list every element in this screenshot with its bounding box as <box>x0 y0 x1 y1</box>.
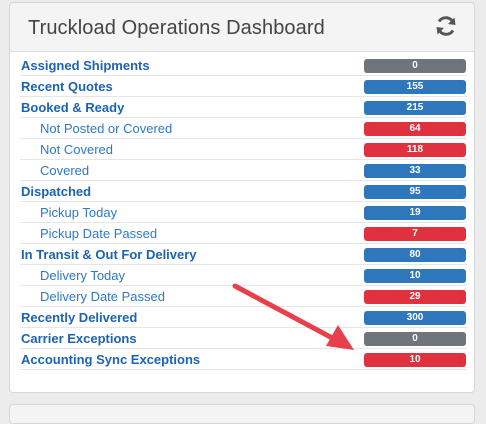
status-link[interactable]: Booked & Ready <box>21 100 125 115</box>
list-item[interactable]: Booked & Ready 215 <box>20 97 467 118</box>
count-badge[interactable]: 29 <box>364 290 466 304</box>
status-link[interactable]: Recent Quotes <box>21 79 113 94</box>
status-link[interactable]: In Transit & Out For Delivery <box>21 247 197 262</box>
count-badge[interactable]: 155 <box>364 80 466 94</box>
list-item[interactable]: Not Covered 118 <box>20 139 467 160</box>
panel-header: Truckload Operations Dashboard <box>10 3 474 52</box>
list-item[interactable]: In Transit & Out For Delivery 80 <box>20 244 467 265</box>
status-link[interactable]: Not Covered <box>40 142 113 157</box>
status-link[interactable]: Carrier Exceptions <box>21 331 137 346</box>
count-badge[interactable]: 80 <box>364 248 466 262</box>
count-badge[interactable]: 0 <box>364 59 466 73</box>
list-item[interactable]: Carrier Exceptions 0 <box>20 328 467 349</box>
count-badge[interactable]: 64 <box>364 122 466 136</box>
status-link[interactable]: Recently Delivered <box>21 310 138 325</box>
status-link[interactable]: Delivery Date Passed <box>40 289 165 304</box>
count-badge[interactable]: 19 <box>364 206 466 220</box>
list-item[interactable]: Covered 33 <box>20 160 467 181</box>
count-badge[interactable]: 10 <box>364 269 466 283</box>
count-badge[interactable]: 33 <box>364 164 466 178</box>
status-link[interactable]: Delivery Today <box>40 268 126 283</box>
count-badge[interactable]: 95 <box>364 185 466 199</box>
page-title: Truckload Operations Dashboard <box>28 17 325 39</box>
count-badge[interactable]: 300 <box>364 311 466 325</box>
list-item[interactable]: Not Posted or Covered 64 <box>20 118 467 139</box>
status-link[interactable]: Covered <box>40 163 90 178</box>
refresh-icon[interactable] <box>434 14 458 38</box>
list-item[interactable]: Pickup Date Passed 7 <box>20 223 467 244</box>
list-item[interactable]: Recently Delivered 300 <box>20 307 467 328</box>
status-link[interactable]: Not Posted or Covered <box>40 121 173 136</box>
list-item[interactable]: Assigned Shipments 0 <box>20 55 467 76</box>
list-item[interactable]: Delivery Date Passed 29 <box>20 286 467 307</box>
status-link[interactable]: Accounting Sync Exceptions <box>21 352 201 367</box>
status-link[interactable]: Pickup Date Passed <box>40 226 158 241</box>
count-badge[interactable]: 0 <box>364 332 466 346</box>
list-item[interactable]: Delivery Today 10 <box>20 265 467 286</box>
next-panel-header <box>9 404 475 424</box>
list-item[interactable]: Dispatched 95 <box>20 181 467 202</box>
list-item[interactable]: Accounting Sync Exceptions 10 <box>20 349 467 370</box>
status-link[interactable]: Assigned Shipments <box>21 58 150 73</box>
list-item[interactable]: Pickup Today 19 <box>20 202 467 223</box>
list-item[interactable]: Recent Quotes 155 <box>20 76 467 97</box>
count-badge[interactable]: 118 <box>364 143 466 157</box>
count-badge[interactable]: 10 <box>364 353 466 367</box>
status-link[interactable]: Pickup Today <box>40 205 118 220</box>
status-list: Assigned Shipments 0 Recent Quotes 155 Booke… <box>20 55 467 370</box>
count-badge[interactable]: 215 <box>364 101 466 115</box>
count-badge[interactable]: 7 <box>364 227 466 241</box>
status-link[interactable]: Dispatched <box>21 184 92 199</box>
operations-dashboard-panel: Truckload Operations Dashboard Assigned … <box>9 2 475 393</box>
